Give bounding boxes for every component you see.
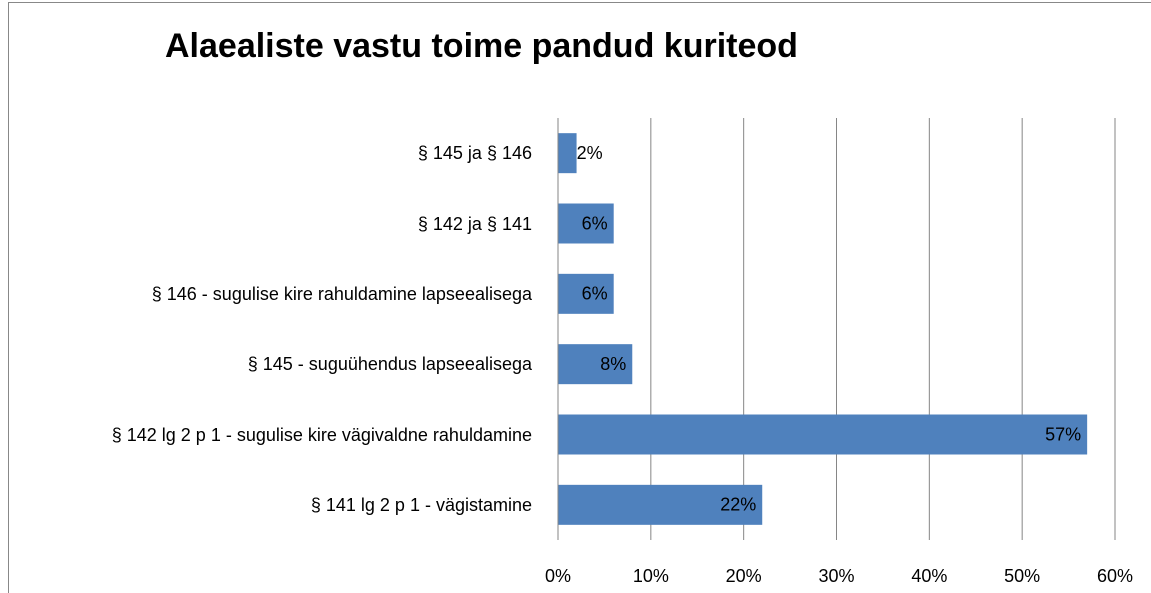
x-tick-label: 0% [545, 566, 571, 586]
bar [558, 273, 614, 314]
value-label: 6% [582, 284, 608, 304]
y-tick-label: § 142 lg 2 p 1 - sugulise kire vägivaldn… [111, 424, 532, 445]
bar [558, 414, 1088, 455]
x-tick-label: 40% [911, 566, 947, 586]
x-tick-label: 20% [726, 566, 762, 586]
value-label: 57% [1045, 424, 1081, 444]
y-tick-label: § 141 lg 2 p 1 - vägistamine [310, 494, 532, 515]
x-tick-label: 50% [1004, 566, 1040, 586]
x-tick-label: 30% [818, 566, 854, 586]
y-tick-label: § 146 - sugulise kire rahuldamine lapsee… [151, 283, 532, 304]
y-tick-label: § 142 ja § 141 [417, 213, 532, 234]
y-tick-label: § 145 ja § 146 [417, 143, 532, 164]
y-tick-label: § 145 - suguühendus lapseealisega [247, 354, 532, 375]
bar [558, 203, 614, 244]
x-tick-label: 60% [1097, 566, 1133, 586]
value-label: 8% [600, 354, 626, 374]
x-tick-label: 10% [633, 566, 669, 586]
chart-title: Alaealiste vastu toime pandud kuriteod [165, 27, 798, 65]
value-label: 6% [582, 213, 608, 233]
bar [558, 344, 633, 385]
value-label: 22% [720, 495, 756, 515]
bar [558, 484, 763, 525]
value-label: 2% [577, 143, 603, 163]
bar [558, 133, 577, 174]
